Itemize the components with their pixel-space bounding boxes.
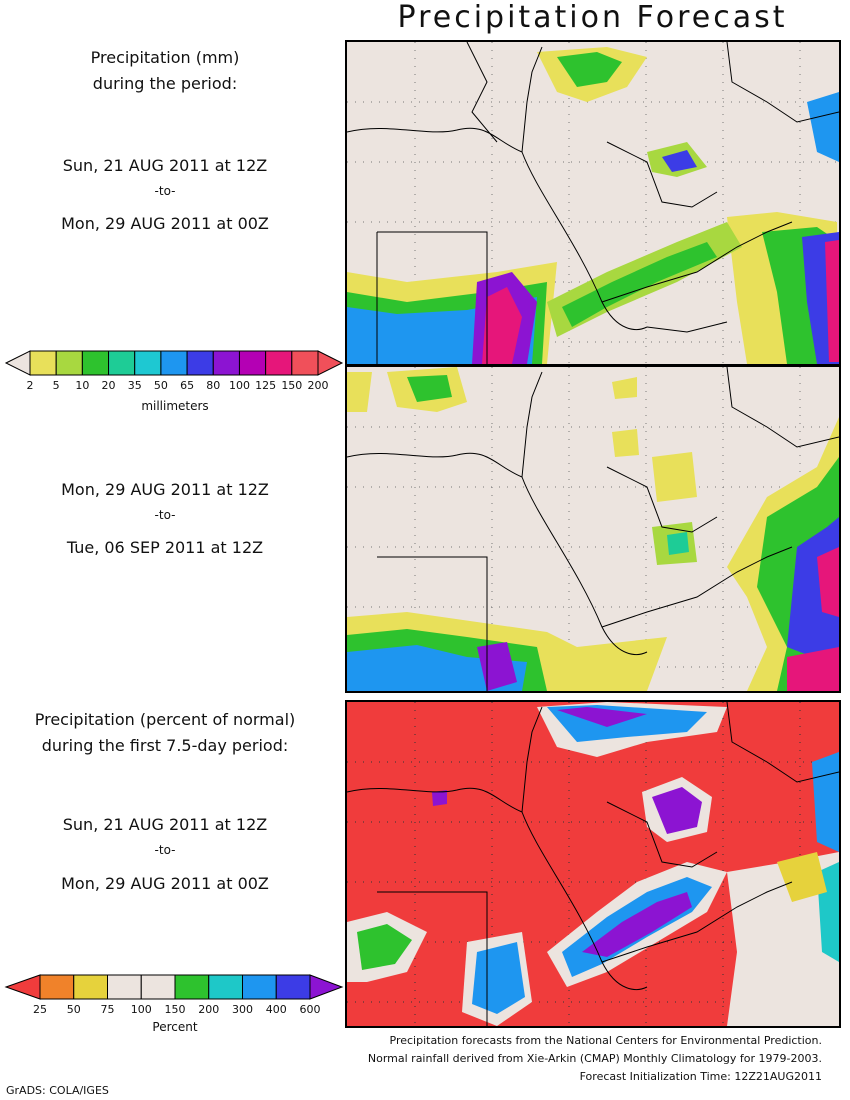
- page-title: Precipitation Forecast: [397, 0, 788, 35]
- panel1-heading: Precipitation (mm): [90, 48, 240, 67]
- colorbar-mm-tick-label: 10: [75, 379, 90, 392]
- colorbar-mm-swatch: [29, 350, 57, 376]
- panel3-start-date: Sun, 21 AUG 2011 at 12Z: [62, 815, 268, 834]
- panel1-subheading: during the period:: [92, 74, 238, 93]
- colorbar-mm-tick-label: 2: [26, 379, 34, 392]
- colorbar-percent-tick-label: 25: [33, 1003, 47, 1016]
- colorbar-mm-tick-label: 65: [180, 379, 195, 392]
- panel1-to: -to-: [154, 184, 176, 198]
- colorbar-percent-swatches: [4, 974, 344, 1000]
- colorbar-percent: 25 50 75 100 150 200 300 400 600 Percent: [0, 972, 345, 1036]
- colorbar-percent-tick-label: 400: [265, 1003, 287, 1016]
- colorbar-percent-unit: Percent: [152, 1020, 198, 1034]
- precip-map-week1: [347, 42, 839, 364]
- colorbar-mm-tick-label: 200: [307, 379, 329, 392]
- colorbar-mm-swatch: [108, 350, 136, 376]
- panel1-start-date: Sun, 21 AUG 2011 at 12Z: [62, 156, 268, 175]
- panel2-end-date: Tue, 06 SEP 2011 at 12Z: [66, 538, 264, 557]
- footer-source-line: Precipitation forecasts from the Nationa…: [389, 1034, 823, 1047]
- colorbar-mm-swatch: [186, 350, 214, 376]
- colorbar-mm-tick-label: 125: [255, 379, 277, 392]
- colorbar-mm-tick-label: 50: [153, 379, 168, 392]
- map-panel-mm-week1: [345, 40, 841, 366]
- panel2-to: -to-: [154, 508, 176, 522]
- colorbar-mm-swatch: [291, 350, 319, 376]
- colorbar-percent-swatch: [242, 974, 277, 1000]
- colorbar-mm: 2 5 10 20 35 50 65 80 100 125 150 200 millimeters: [0, 348, 345, 420]
- colorbar-mm-tick-label: 5: [52, 379, 60, 392]
- colorbar-mm-unit: millimeters: [141, 399, 209, 413]
- colorbar-percent-swatch: [140, 974, 176, 1000]
- panel2-start-date: Mon, 29 AUG 2011 at 12Z: [61, 480, 269, 499]
- colorbar-mm-tick-label: 35: [127, 379, 142, 392]
- colorbar-percent-swatch: [174, 974, 210, 1000]
- panel1-end-date: Mon, 29 AUG 2011 at 00Z: [61, 214, 269, 233]
- precip-map-week2: [347, 367, 839, 691]
- colorbar-percent-tick-label: 150: [164, 1003, 186, 1016]
- colorbar-percent-swatch: [39, 974, 75, 1000]
- panel3-end-date: Mon, 29 AUG 2011 at 00Z: [61, 874, 269, 893]
- footer-init-time: Forecast Initialization Time: 12Z21AUG20…: [579, 1070, 822, 1083]
- colorbar-percent-swatch: [275, 974, 311, 1000]
- colorbar-percent-tick-label: 75: [100, 1003, 115, 1016]
- percent-normal-map: [347, 702, 839, 1026]
- colorbar-percent-tick-label: 300: [232, 1003, 253, 1016]
- colorbar-mm-swatch: [134, 350, 162, 376]
- colorbar-percent-swatch: [73, 974, 108, 1000]
- colorbar-percent-tick-label: 200: [198, 1003, 220, 1016]
- colorbar-mm-swatch: [212, 350, 240, 376]
- colorbar-mm-tick-label: 150: [281, 379, 303, 392]
- colorbar-percent-tick-label: 50: [66, 1003, 81, 1016]
- map-panel-percent-normal: [345, 700, 841, 1028]
- panel3-to: -to-: [154, 843, 176, 857]
- colorbar-mm-swatch: [81, 350, 110, 376]
- colorbar-percent-tick-label: 600: [299, 1003, 321, 1016]
- colorbar-mm-swatch: [265, 350, 293, 376]
- colorbar-percent-swatch: [107, 974, 142, 1000]
- panel3-subheading: during the first 7.5-day period:: [41, 736, 289, 755]
- footer-climatology-line: Normal rainfall derived from Xie-Arkin (…: [367, 1052, 822, 1065]
- panel3-heading: Precipitation (percent of normal): [34, 710, 296, 729]
- colorbar-mm-swatch: [160, 350, 188, 376]
- colorbar-mm-tick-label: 80: [206, 379, 221, 392]
- colorbar-mm-swatch: [55, 350, 83, 376]
- colorbar-mm-tick-label: 20: [101, 379, 116, 392]
- footer-credit: GrADS: COLA/IGES: [6, 1084, 109, 1097]
- colorbar-percent-tick-label: 100: [130, 1003, 152, 1016]
- colorbar-mm-swatch: [238, 350, 267, 376]
- map-panel-mm-week2: [345, 365, 841, 693]
- colorbar-percent-swatch: [208, 974, 243, 1000]
- colorbar-mm-tick-label: 100: [228, 379, 250, 392]
- colorbar-mm-swatches: [4, 350, 344, 376]
